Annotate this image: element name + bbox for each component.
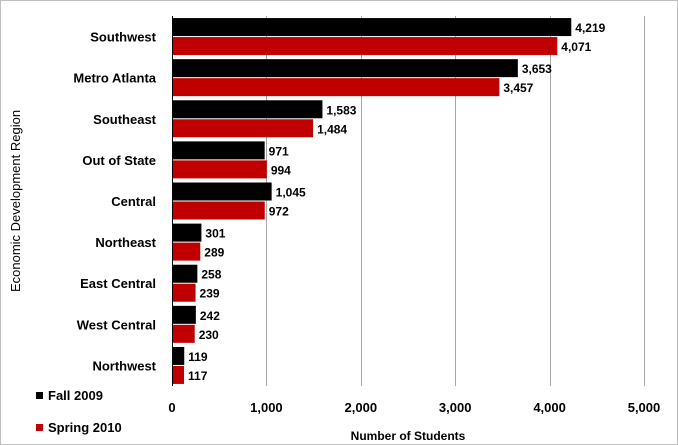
data-label-metro-atlanta-fall-2009: 3,653 (522, 62, 552, 76)
category-labels: Southwest Metro Atlanta Southeast Out of St… (73, 30, 156, 374)
bar-out-of-state-spring-2010 (173, 160, 267, 179)
x-tick-label-0: 0 (168, 400, 175, 415)
bar-northeast-fall-2009 (173, 223, 202, 242)
data-labels: 4,219 4,071 3,653 3,457 1,583 1,484 971 994 1,04… (188, 21, 606, 383)
category-label-southwest: Southwest (90, 30, 156, 45)
category-label-metro-atlanta: Metro Atlanta (73, 71, 156, 86)
bar-east-central-spring-2010 (173, 283, 196, 302)
category-label-southeast: Southeast (93, 112, 157, 127)
bar-southeast-fall-2009 (173, 100, 323, 119)
bar-metro-atlanta-spring-2010 (173, 78, 500, 97)
bar-west-central-fall-2009 (173, 305, 196, 324)
data-label-southwest-spring-2010: 4,071 (561, 40, 591, 54)
data-label-northwest-spring-2010: 117 (188, 369, 208, 383)
x-tick-label-2000: 2,000 (345, 400, 378, 415)
bar-central-fall-2009 (173, 182, 272, 201)
x-tick-label-4000: 4,000 (533, 400, 566, 415)
data-label-out-of-state-spring-2010: 994 (271, 163, 291, 177)
bar-northwest-spring-2010 (173, 365, 185, 384)
bar-northwest-fall-2009 (173, 346, 185, 365)
data-label-out-of-state-fall-2009: 971 (269, 144, 289, 158)
legend-swatch-fall-2009 (36, 392, 43, 399)
bar-metro-atlanta-fall-2009 (173, 59, 518, 78)
category-label-east-central: East Central (80, 276, 156, 291)
data-label-northeast-fall-2009: 301 (205, 227, 225, 241)
category-label-northeast: Northeast (95, 235, 156, 250)
legend-swatch-spring-2010 (36, 424, 43, 431)
data-label-east-central-fall-2009: 258 (201, 268, 221, 282)
data-label-northeast-spring-2010: 289 (204, 246, 224, 260)
category-label-west-central: West Central (77, 317, 156, 332)
data-label-central-fall-2009: 1,045 (276, 186, 306, 200)
category-label-northwest: Northwest (92, 358, 156, 373)
x-tick-labels: 0 1,000 2,000 3,000 4,000 5,000 (168, 400, 660, 415)
bar-central-spring-2010 (173, 201, 265, 220)
bar-southwest-fall-2009 (173, 18, 572, 37)
data-label-west-central-fall-2009: 242 (200, 309, 220, 323)
legend-label-fall-2009: Fall 2009 (48, 388, 103, 403)
x-axis-title: Number of Students (351, 429, 466, 443)
bar-east-central-fall-2009 (173, 264, 198, 283)
bar-southwest-spring-2010 (173, 37, 558, 56)
bar-northeast-spring-2010 (173, 242, 201, 261)
data-label-east-central-spring-2010: 239 (200, 287, 220, 301)
data-label-southeast-fall-2009: 1,583 (326, 103, 356, 117)
category-label-out-of-state: Out of State (82, 153, 156, 168)
x-tick-label-3000: 3,000 (439, 400, 472, 415)
data-label-central-spring-2010: 972 (269, 205, 289, 219)
data-label-west-central-spring-2010: 230 (199, 328, 219, 342)
data-label-metro-atlanta-spring-2010: 3,457 (503, 81, 533, 95)
data-label-southwest-fall-2009: 4,219 (575, 21, 605, 35)
bar-out-of-state-fall-2009 (173, 141, 265, 160)
bar-southeast-spring-2010 (173, 119, 314, 138)
x-tick-label-1000: 1,000 (250, 400, 283, 415)
y-axis-title: Economic Development Region (8, 110, 23, 292)
legend-label-spring-2010: Spring 2010 (48, 420, 122, 435)
data-label-southeast-spring-2010: 1,484 (317, 122, 347, 136)
category-label-central: Central (111, 194, 156, 209)
legend: Fall 2009 Spring 2010 (36, 388, 122, 435)
bars (173, 18, 572, 384)
data-label-northwest-fall-2009: 119 (188, 350, 208, 364)
gridlines (266, 16, 645, 386)
x-tick-label-5000: 5,000 (628, 400, 661, 415)
bar-west-central-spring-2010 (173, 324, 195, 343)
